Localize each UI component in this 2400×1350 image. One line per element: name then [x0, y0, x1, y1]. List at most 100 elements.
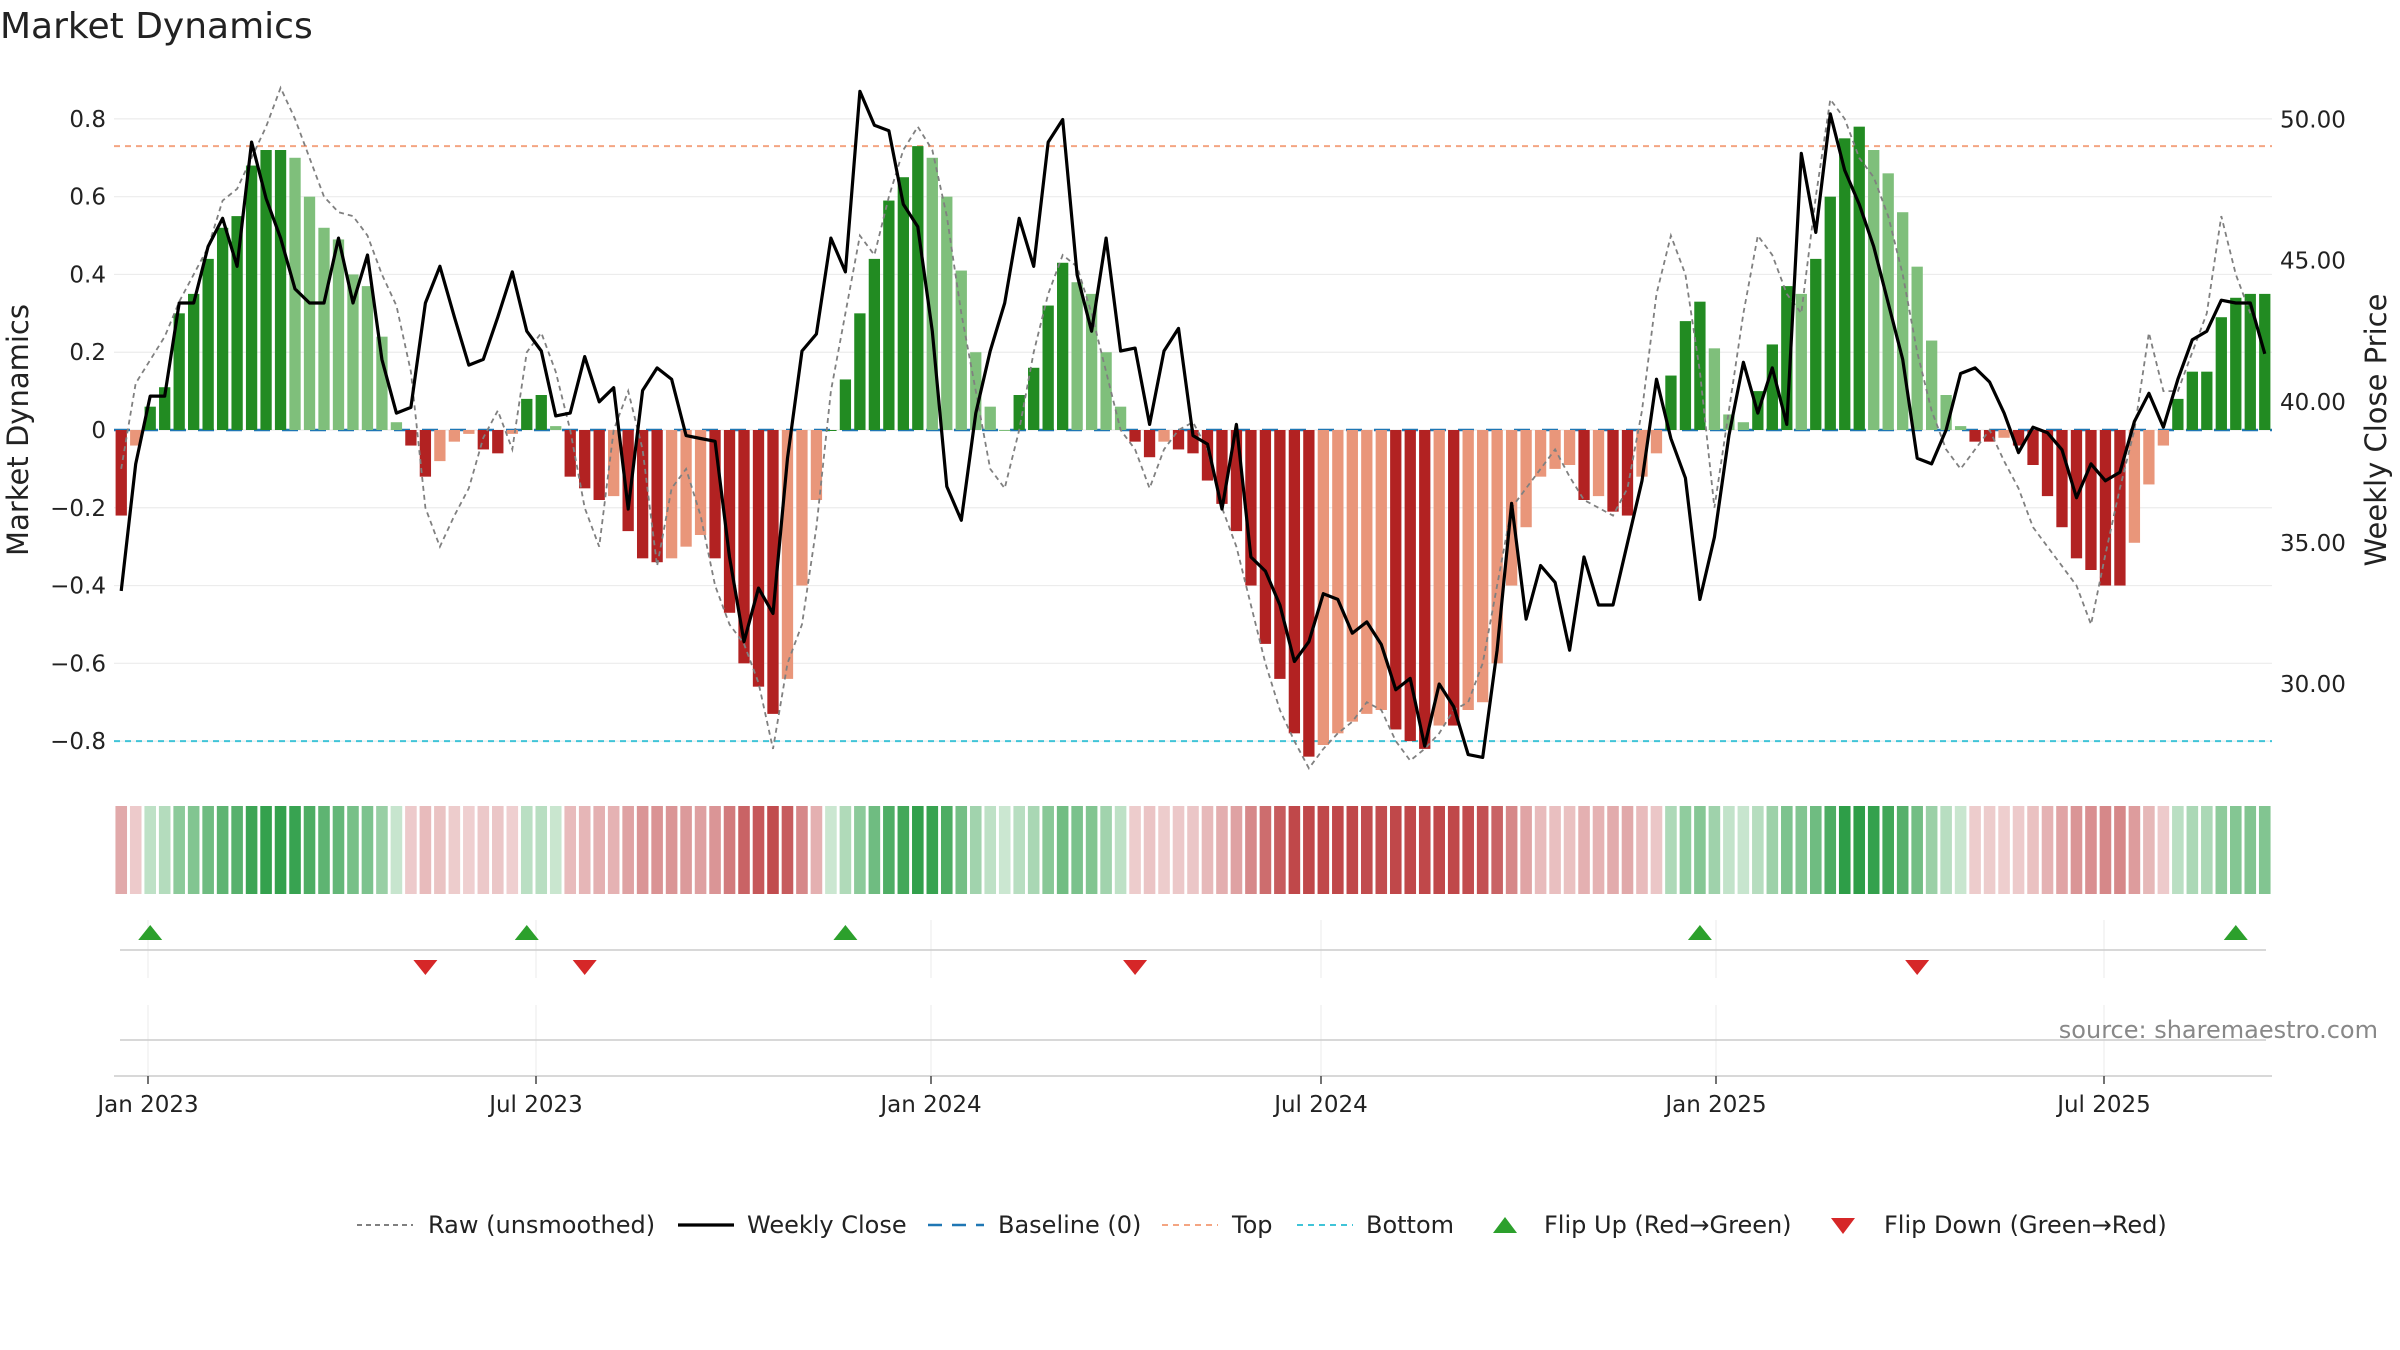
- bar-16: [347, 274, 359, 430]
- heat-cell-113: [1752, 806, 1764, 894]
- bar-128: [1969, 430, 1981, 442]
- bar-136: [2085, 430, 2097, 570]
- flip-markers-panel: [120, 920, 2266, 978]
- weekly-close-line: [119, 89, 2267, 760]
- heat-cell-36: [636, 806, 649, 894]
- heat-cell-97: [1520, 806, 1532, 894]
- heat-cell-70: [1129, 806, 1141, 894]
- y-tick-label-5: −0.2: [50, 496, 106, 522]
- y-tick-label-4: 0: [91, 418, 106, 444]
- heat-cell-94: [1476, 806, 1489, 894]
- bar-5: [188, 293, 200, 430]
- heat-cell-31: [564, 806, 577, 894]
- bar-55: [912, 146, 924, 430]
- bar-73: [1172, 430, 1185, 450]
- bar-144: [2201, 371, 2213, 430]
- heat-cell-146: [2229, 806, 2242, 894]
- heat-cell-35: [622, 806, 634, 894]
- heat-cell-121: [1867, 806, 1880, 894]
- raw-series-line: [120, 85, 2252, 770]
- bar-104: [1621, 430, 1634, 516]
- bar-6: [202, 258, 214, 430]
- x-axis-ticks: Jan 2023 Jul 2023 Jan 2024 Jul 2024 Jan 2025…: [95, 1076, 2151, 1118]
- heat-cell-118: [1824, 806, 1837, 894]
- heat-cell-109: [1694, 806, 1706, 894]
- heat-cell-83: [1317, 806, 1330, 894]
- bar-20: [405, 430, 417, 446]
- bar-41: [709, 430, 721, 559]
- heat-cell-73: [1172, 806, 1185, 894]
- heat-cell-38: [665, 806, 678, 894]
- heat-cell-23: [448, 806, 461, 894]
- heat-cell-29: [535, 806, 548, 894]
- heat-cell-95: [1491, 806, 1503, 894]
- bar-53: [883, 200, 895, 430]
- bar-14: [318, 227, 330, 430]
- heat-cell-90: [1418, 806, 1431, 894]
- x-tick-label-1: Jul 2023: [487, 1092, 583, 1118]
- bar-38: [665, 430, 678, 559]
- bar-114: [1766, 344, 1778, 430]
- heat-cell-10: [260, 806, 272, 894]
- heat-cell-142: [2172, 806, 2184, 894]
- heat-cell-116: [1795, 806, 1808, 894]
- bar-60: [984, 406, 996, 430]
- heat-cell-64: [1042, 806, 1054, 894]
- bar-40: [694, 430, 707, 535]
- flip-up-marker-3: [1687, 925, 1712, 940]
- bar-87: [1375, 430, 1387, 710]
- bar-97: [1520, 430, 1532, 528]
- bar-137: [2099, 430, 2112, 586]
- heat-cell-6: [202, 806, 214, 894]
- bar-8: [231, 216, 243, 430]
- bar-12: [289, 157, 301, 430]
- heat-cell-115: [1781, 806, 1793, 894]
- bar-23: [448, 430, 461, 442]
- bar-102: [1592, 430, 1605, 497]
- bar-101: [1578, 430, 1590, 500]
- heat-cell-30: [549, 806, 562, 894]
- bar-146: [2230, 297, 2242, 430]
- y-tick-label-0: 0.8: [69, 107, 106, 133]
- bar-10: [260, 150, 272, 430]
- flip-up-marker-4: [2223, 925, 2248, 940]
- bar-86: [1361, 430, 1373, 714]
- heat-cell-69: [1114, 806, 1127, 894]
- bottom-panel: source: sharemaestro.com: [114, 1005, 2378, 1077]
- bar-3: [159, 387, 171, 430]
- heat-cell-51: [854, 806, 866, 894]
- bar-79: [1259, 430, 1272, 644]
- heat-cell-125: [1925, 806, 1938, 894]
- heat-cell-65: [1056, 806, 1069, 894]
- source-label: source: sharemaestro.com: [2059, 1016, 2378, 1044]
- bar-69: [1114, 406, 1127, 430]
- heat-cell-43: [738, 806, 750, 894]
- bar-126: [1940, 395, 1952, 430]
- bar-142: [2172, 398, 2184, 430]
- heat-cell-40: [694, 806, 707, 894]
- bar-44: [752, 430, 765, 687]
- bar-147: [2244, 293, 2256, 430]
- bar-111: [1723, 414, 1735, 430]
- bar-0: [115, 430, 127, 516]
- heat-cell-131: [2012, 806, 2025, 894]
- y-axis-label: Market Dynamics: [1, 304, 35, 556]
- heat-cell-99: [1549, 806, 1561, 894]
- bar-33: [593, 430, 605, 500]
- heat-cell-143: [2186, 806, 2199, 894]
- bar-29: [535, 395, 547, 430]
- y2-tick-label-2: 40.00: [2280, 390, 2346, 416]
- grid-lines: [114, 118, 2272, 742]
- y2-tick-label-0: 50.00: [2280, 108, 2346, 134]
- bar-141: [2157, 430, 2170, 446]
- y-tick-label-7: −0.6: [50, 651, 106, 677]
- bar-120: [1853, 126, 1865, 431]
- bar-148: [2259, 293, 2271, 430]
- heat-cell-11: [274, 806, 287, 894]
- bar-76: [1216, 430, 1228, 504]
- bar-22: [434, 430, 446, 462]
- bar-134: [2056, 430, 2068, 528]
- heat-cell-22: [434, 806, 446, 894]
- heat-cell-105: [1636, 806, 1648, 894]
- heat-cell-80: [1274, 806, 1286, 894]
